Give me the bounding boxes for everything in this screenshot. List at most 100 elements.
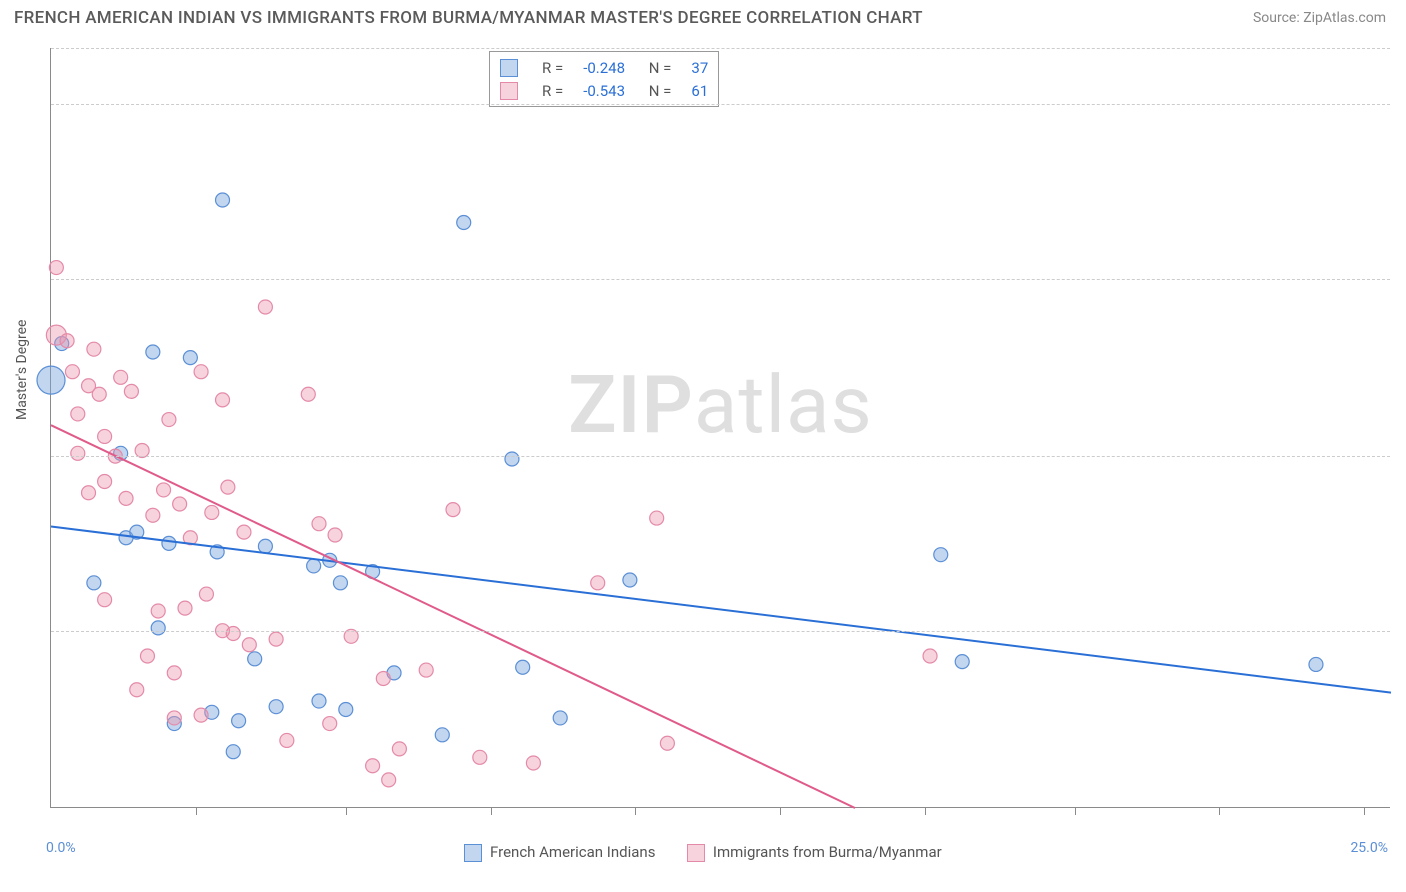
data-point xyxy=(446,503,460,517)
data-point xyxy=(382,773,396,787)
data-point xyxy=(87,342,101,356)
data-point xyxy=(205,505,219,519)
data-point xyxy=(328,528,342,542)
x-tick xyxy=(1075,807,1076,815)
data-point xyxy=(232,714,246,728)
swatch-series-1 xyxy=(500,59,518,77)
data-point xyxy=(37,366,65,394)
data-point xyxy=(199,587,213,601)
data-point xyxy=(162,413,176,427)
regression-line xyxy=(51,527,1391,693)
series-2-name: Immigrants from Burma/Myanmar xyxy=(713,843,942,861)
data-point xyxy=(87,576,101,590)
data-point xyxy=(226,626,240,640)
data-point xyxy=(98,593,112,607)
gridline xyxy=(51,456,1390,457)
data-point xyxy=(516,660,530,674)
data-point xyxy=(157,483,171,497)
data-point xyxy=(49,261,63,275)
data-point xyxy=(955,655,969,669)
bottom-legend: French American Indians Immigrants from … xyxy=(0,843,1406,862)
data-point xyxy=(258,539,272,553)
data-point xyxy=(1309,657,1323,671)
data-point xyxy=(312,694,326,708)
chart-title: FRENCH AMERICAN INDIAN VS IMMIGRANTS FRO… xyxy=(14,8,923,28)
data-point xyxy=(269,700,283,714)
data-point xyxy=(71,446,85,460)
r-value-1: -0.248 xyxy=(573,56,635,79)
data-point xyxy=(119,491,133,505)
data-point xyxy=(237,525,251,539)
data-point xyxy=(98,474,112,488)
data-point xyxy=(307,559,321,573)
data-point xyxy=(923,649,937,663)
data-point xyxy=(366,759,380,773)
scatter-svg xyxy=(51,48,1390,807)
x-tick xyxy=(1364,807,1365,815)
data-point xyxy=(248,652,262,666)
data-point xyxy=(173,497,187,511)
legend-row-series-2: R = -0.543 N = 61 xyxy=(490,79,718,102)
data-point xyxy=(167,666,181,680)
data-point xyxy=(473,750,487,764)
data-point xyxy=(124,384,138,398)
data-point xyxy=(526,756,540,770)
data-point xyxy=(178,601,192,615)
x-tick xyxy=(196,807,197,815)
data-point xyxy=(151,621,165,635)
gridline xyxy=(51,631,1390,632)
bottom-swatch-2 xyxy=(687,844,705,862)
data-point xyxy=(221,480,235,494)
bottom-swatch-1 xyxy=(464,844,482,862)
legend-row-series-1: R = -0.248 N = 37 xyxy=(490,56,718,79)
data-point xyxy=(435,728,449,742)
data-point xyxy=(65,365,79,379)
data-point xyxy=(194,365,208,379)
data-point xyxy=(114,370,128,384)
data-point xyxy=(146,508,160,522)
data-point xyxy=(167,711,181,725)
gridline xyxy=(51,48,1390,49)
data-point xyxy=(140,649,154,663)
data-point xyxy=(660,736,674,750)
data-point xyxy=(505,452,519,466)
data-point xyxy=(92,387,106,401)
swatch-series-2 xyxy=(500,82,518,100)
data-point xyxy=(98,429,112,443)
regression-line xyxy=(51,425,855,808)
data-point xyxy=(194,708,208,722)
x-tick xyxy=(346,807,347,815)
data-point xyxy=(242,638,256,652)
data-point xyxy=(934,548,948,562)
x-tick xyxy=(635,807,636,815)
n-value-2: 61 xyxy=(681,79,718,102)
data-point xyxy=(392,742,406,756)
data-point xyxy=(226,745,240,759)
data-point xyxy=(323,717,337,731)
data-point xyxy=(457,216,471,230)
series-1-name: French American Indians xyxy=(490,843,655,861)
data-point xyxy=(183,351,197,365)
data-point xyxy=(650,511,664,525)
gridline xyxy=(51,104,1390,105)
data-point xyxy=(151,604,165,618)
data-point xyxy=(301,387,315,401)
data-point xyxy=(130,683,144,697)
data-point xyxy=(419,663,433,677)
data-point xyxy=(258,300,272,314)
x-tick xyxy=(1219,807,1220,815)
x-tick xyxy=(491,807,492,815)
data-point xyxy=(216,193,230,207)
y-axis-label: Master's Degree xyxy=(14,320,30,420)
data-point xyxy=(333,576,347,590)
data-point xyxy=(269,632,283,646)
n-value-1: 37 xyxy=(681,56,718,79)
source-attribution: Source: ZipAtlas.com xyxy=(1253,10,1386,26)
data-point xyxy=(71,407,85,421)
data-point xyxy=(591,576,605,590)
data-point xyxy=(339,702,353,716)
data-point xyxy=(623,573,637,587)
plot-area: ZIPatlas R = -0.248 N = 37 R = -0.543 N … xyxy=(50,48,1390,808)
x-tick xyxy=(780,807,781,815)
data-point xyxy=(376,672,390,686)
